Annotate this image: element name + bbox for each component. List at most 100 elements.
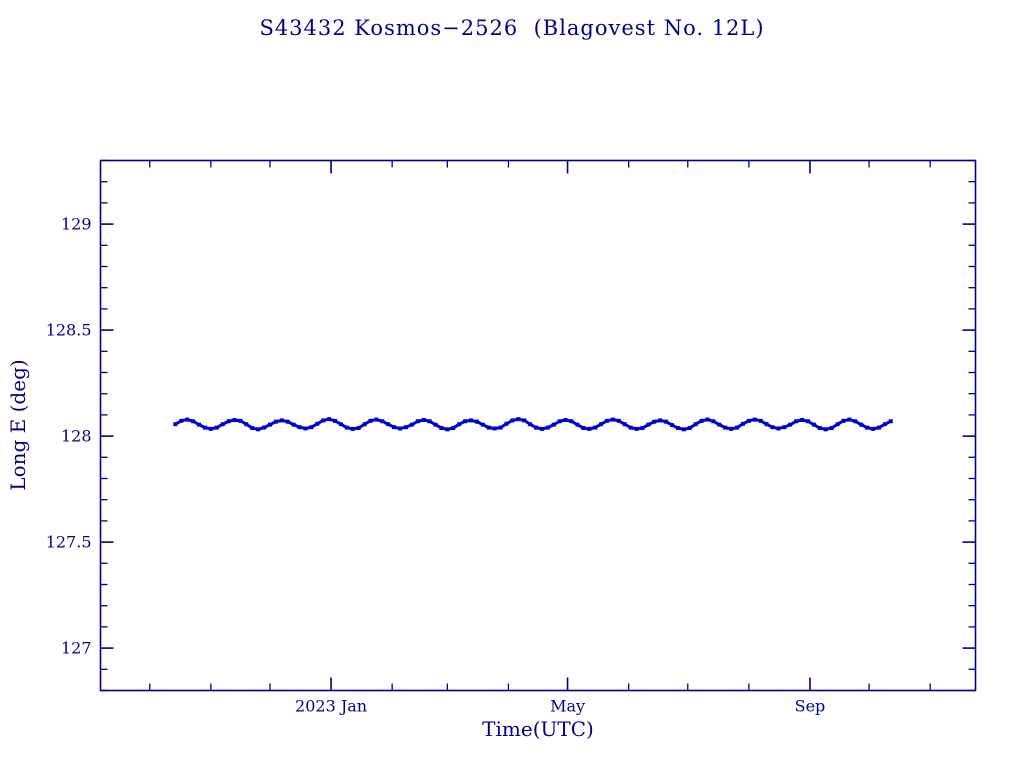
- x-axis-label: Time(UTC): [482, 717, 594, 741]
- x-tick-label: 2023 Jan: [295, 697, 367, 716]
- data-point: [468, 418, 473, 423]
- data-point: [344, 425, 349, 430]
- data-point: [202, 425, 207, 430]
- data-point: [498, 425, 503, 430]
- data-point: [208, 426, 213, 431]
- data-point: [457, 422, 462, 427]
- chart-title: S43432 Kosmos−2526 (Blagovest No. 12L): [259, 16, 765, 40]
- data-point: [374, 417, 379, 422]
- data-point: [267, 422, 272, 427]
- data-point: [859, 422, 864, 427]
- data-point: [770, 425, 775, 430]
- y-tick-label: 127: [61, 639, 92, 658]
- data-point: [705, 417, 710, 422]
- data-point: [480, 422, 485, 427]
- data-point: [291, 422, 296, 427]
- data-point: [279, 418, 284, 423]
- data-point: [557, 419, 562, 424]
- data-point: [794, 419, 799, 424]
- y-tick-label: 127.5: [46, 533, 92, 552]
- data-point: [829, 426, 834, 431]
- data-point: [823, 427, 828, 432]
- data-point: [752, 417, 757, 422]
- data-point: [522, 418, 527, 423]
- data-point: [740, 421, 745, 426]
- data-point: [782, 425, 787, 430]
- data-point: [593, 425, 598, 430]
- data-point: [173, 422, 178, 427]
- data-point: [179, 418, 184, 423]
- data-point: [191, 419, 196, 424]
- data-point: [882, 422, 887, 427]
- data-point: [232, 417, 237, 422]
- data-point: [817, 426, 822, 431]
- data-point: [315, 421, 320, 426]
- data-point: [658, 418, 663, 423]
- data-point: [238, 418, 243, 423]
- data-point: [510, 418, 515, 423]
- data-point: [888, 419, 893, 424]
- data-point: [403, 425, 408, 430]
- data-point: [421, 417, 426, 422]
- data-point: [670, 423, 675, 428]
- data-point: [226, 419, 231, 424]
- data-point: [604, 418, 609, 423]
- data-point: [244, 422, 249, 427]
- data-point: [303, 426, 308, 431]
- data-point: [711, 419, 716, 424]
- data-point: [439, 426, 444, 431]
- y-tick-label: 128.5: [46, 321, 92, 340]
- data-point: [398, 426, 403, 431]
- data-point: [776, 426, 781, 431]
- data-point: [415, 419, 420, 424]
- data-point: [640, 426, 645, 431]
- y-tick-label: 129: [61, 215, 92, 234]
- data-point: [835, 422, 840, 427]
- y-tick-label: 128: [61, 427, 92, 446]
- data-point: [687, 426, 692, 431]
- data-point: [575, 422, 580, 427]
- data-point: [758, 418, 763, 423]
- data-point: [634, 426, 639, 431]
- data-point: [463, 419, 468, 424]
- data-point: [250, 426, 255, 431]
- data-point: [675, 426, 680, 431]
- data-point: [309, 425, 314, 430]
- data-point: [693, 422, 698, 427]
- data-point: [214, 425, 219, 430]
- data-point: [262, 425, 267, 430]
- data-point: [256, 427, 261, 432]
- data-point: [581, 426, 586, 431]
- data-point: [599, 422, 604, 427]
- data-point: [380, 419, 385, 424]
- data-point: [321, 418, 326, 423]
- data-point: [664, 419, 669, 424]
- data-point: [409, 422, 414, 427]
- data-point: [853, 419, 858, 424]
- data-point: [350, 426, 355, 431]
- data-point: [539, 426, 544, 431]
- data-point: [871, 426, 876, 431]
- data-point: [622, 422, 627, 427]
- data-point: [362, 422, 367, 427]
- data-point: [800, 417, 805, 422]
- data-point: [746, 418, 751, 423]
- data-point: [841, 418, 846, 423]
- data-point: [445, 427, 450, 432]
- data-point: [723, 425, 728, 430]
- data-point: [652, 419, 657, 424]
- data-point: [569, 419, 574, 424]
- data-point: [474, 419, 479, 424]
- data-point: [805, 419, 810, 424]
- data-point: [333, 418, 338, 423]
- data-point: [551, 422, 556, 427]
- data-point: [185, 417, 190, 422]
- y-axis-ticks: 127 127.5 128 128.5 129: [46, 159, 976, 692]
- data-point: [811, 422, 816, 427]
- data-point: [646, 422, 651, 427]
- data-point: [433, 422, 438, 427]
- data-point: [876, 425, 881, 430]
- x-axis-ticks: 2023 Jan May Sep: [149, 160, 931, 716]
- data-point: [356, 426, 361, 431]
